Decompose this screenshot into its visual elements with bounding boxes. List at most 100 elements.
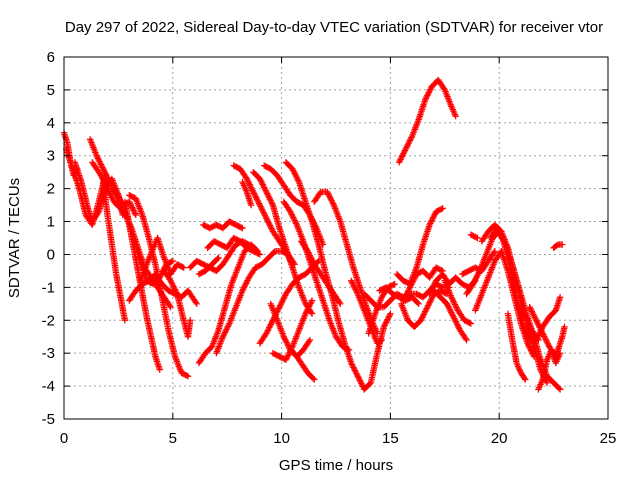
data-point (534, 319, 541, 327)
data-point (448, 294, 455, 301)
data-point (260, 182, 267, 190)
data-point (328, 197, 335, 204)
data-point (279, 298, 286, 305)
data-point (349, 280, 356, 287)
data-point (171, 286, 179, 293)
series-arc25 (269, 297, 316, 363)
data-point (543, 379, 551, 386)
data-point (224, 324, 231, 332)
series-arc09 (126, 192, 192, 380)
data-point (448, 310, 456, 318)
data-point (411, 273, 419, 281)
data-point (288, 211, 295, 218)
series-arc14 (195, 254, 222, 278)
data-point (250, 190, 258, 197)
data-point (400, 150, 407, 157)
data-point (279, 296, 287, 303)
data-point (131, 208, 138, 216)
data-point (327, 196, 335, 203)
data-point (121, 317, 129, 324)
data-point (400, 148, 408, 156)
data-point (290, 214, 297, 221)
data-point (472, 276, 479, 283)
data-point (405, 140, 412, 147)
data-point (390, 281, 397, 288)
series-arc37 (395, 76, 459, 166)
data-point (384, 316, 391, 323)
data-point (240, 284, 248, 291)
data-point (281, 334, 288, 342)
y-tick-label: -1 (42, 279, 55, 296)
data-point (397, 156, 404, 163)
data-point (260, 209, 267, 216)
data-point (499, 236, 507, 244)
data-point (543, 339, 551, 346)
data-point (414, 299, 421, 306)
data-point (467, 320, 475, 327)
data-point (99, 164, 106, 171)
data-point (540, 333, 548, 340)
data-point (257, 203, 264, 210)
data-point (253, 194, 260, 201)
data-point (387, 310, 394, 317)
data-point (173, 289, 180, 296)
series-arc52 (550, 241, 566, 252)
data-point (109, 195, 116, 203)
data-point (406, 137, 414, 144)
data-point (118, 201, 125, 208)
data-point (429, 214, 437, 221)
data-point (96, 158, 103, 165)
data-point (291, 170, 298, 177)
x-tick-label: 5 (169, 430, 177, 447)
data-point (541, 334, 549, 342)
y-tick-label: -3 (42, 345, 55, 362)
data-point (411, 275, 418, 282)
data-point (531, 314, 538, 321)
data-point (255, 250, 262, 257)
data-point (94, 155, 102, 162)
data-point (475, 269, 483, 276)
data-point (284, 340, 291, 348)
data-point (350, 281, 357, 289)
series-arc16 (200, 218, 246, 232)
data-point (305, 303, 313, 310)
data-point (264, 327, 272, 334)
data-point (128, 204, 136, 211)
data-point (237, 224, 245, 231)
data-point (292, 171, 299, 178)
data-point (356, 377, 364, 384)
data-point (430, 212, 438, 220)
series-arc27 (280, 198, 353, 354)
data-point (472, 275, 480, 282)
data-point (403, 144, 410, 151)
y-tick-label: -2 (42, 312, 55, 329)
data-point (357, 378, 364, 386)
data-point (268, 225, 275, 232)
data-point (542, 336, 549, 343)
data-point (171, 284, 178, 292)
data-point (258, 206, 266, 213)
data-point (427, 296, 435, 303)
series-arc35 (398, 287, 451, 331)
data-point (409, 278, 417, 285)
data-point (97, 161, 105, 168)
series-arc29 (297, 238, 344, 308)
data-point (404, 288, 412, 295)
data-point (287, 209, 295, 217)
data-point (309, 375, 317, 382)
data-point (348, 359, 355, 367)
series-arc51 (535, 346, 564, 393)
data-point (358, 380, 365, 387)
data-point (353, 370, 360, 377)
data-point (337, 300, 344, 308)
data-point (306, 301, 314, 309)
data-point (168, 280, 176, 287)
data-point (402, 145, 409, 153)
y-tick-label: 0 (47, 246, 55, 263)
data-point (450, 298, 457, 305)
data-point (94, 209, 102, 217)
data-point (403, 143, 411, 150)
data-point (350, 283, 358, 290)
data-point (377, 337, 384, 345)
data-point (490, 249, 498, 256)
